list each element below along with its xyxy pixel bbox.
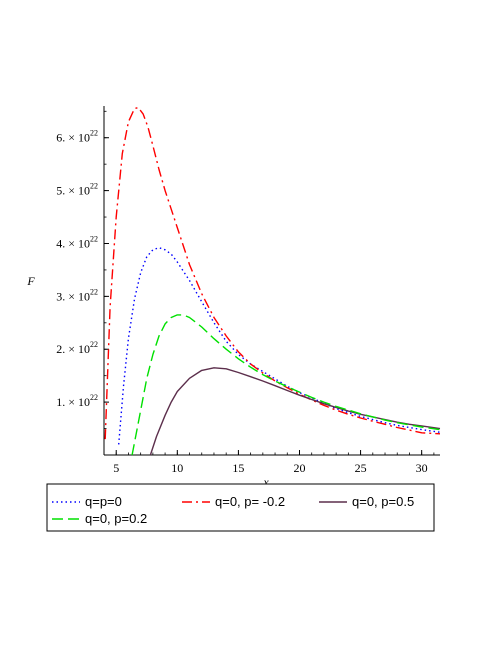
legend-label-0: q=p=0 <box>85 494 122 509</box>
x-tick-label: 5 <box>113 461 119 475</box>
y-tick-label: 1. × 1022 <box>56 393 98 409</box>
series-line-2 <box>149 367 441 456</box>
legend-label-1: q=0, p= -0.2 <box>215 494 285 509</box>
x-tick-label: 20 <box>293 461 305 475</box>
x-tick-label: 10 <box>171 461 183 475</box>
y-tick-label: 5. × 1022 <box>56 182 98 198</box>
series-line-3 <box>131 314 441 456</box>
legend-label-2: q=0, p=0.5 <box>352 494 414 509</box>
legend-label-3: q=0, p=0.2 <box>85 511 147 526</box>
x-tick-label: 15 <box>232 461 244 475</box>
x-tick-label: 25 <box>355 461 367 475</box>
legend-box <box>46 483 435 532</box>
y-tick-label: 2. × 1022 <box>56 340 98 356</box>
series-line-0 <box>118 247 441 445</box>
x-tick-label: 30 <box>416 461 428 475</box>
y-tick-label: 3. × 1022 <box>56 287 98 303</box>
axes: 5 10 15 20 25 30 1. × 1022 2. × 1022 3. × 1022 4.… <box>56 106 440 475</box>
y-axis-label: F <box>26 274 35 288</box>
x-axis-label: x <box>262 475 269 489</box>
y-tick-label: 4. × 1022 <box>56 234 98 250</box>
y-tick-label: 6. × 1022 <box>56 129 98 145</box>
legend: q=p=0 q=0, p= -0.2 q=0, p=0.5 q=0, p=0.2 <box>46 483 435 532</box>
series-line-1 <box>104 106 441 440</box>
series-layer <box>104 106 441 456</box>
